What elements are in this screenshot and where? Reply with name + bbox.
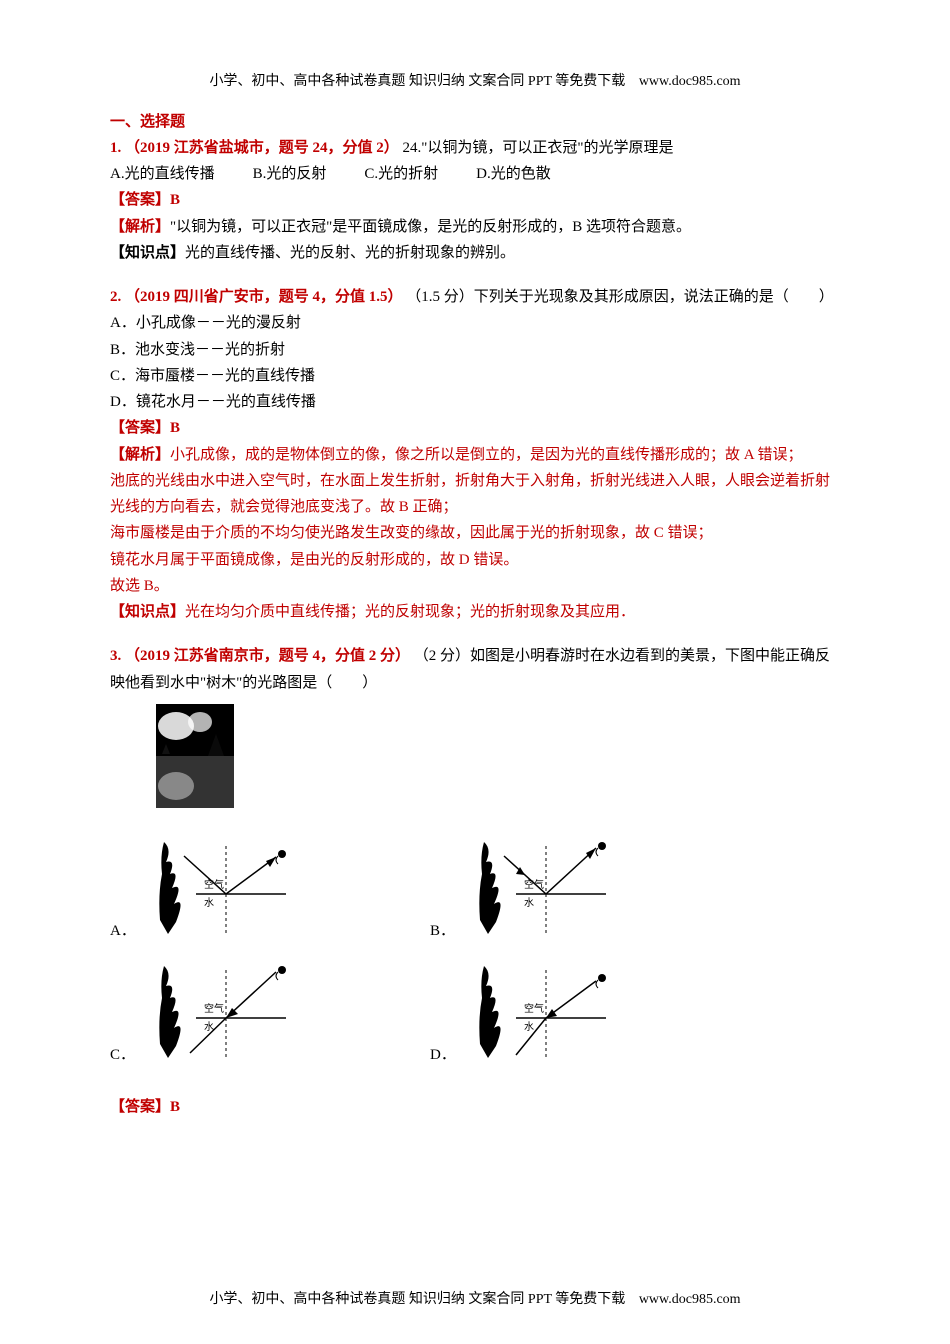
q1-opt-d: D.光的色散 bbox=[476, 161, 551, 187]
q3-prefix: 3. （2019 江苏省南京市，题号 4，分值 2 分） bbox=[110, 648, 410, 664]
section-title: 一、选择题 bbox=[110, 109, 840, 135]
q1-opt-a: A.光的直线传播 bbox=[110, 161, 215, 187]
svg-text:水: 水 bbox=[204, 1021, 214, 1033]
q2-kp-label: 【知识点】 bbox=[110, 604, 185, 620]
svg-text:空气: 空气 bbox=[204, 878, 224, 891]
q1-opt-c: C.光的折射 bbox=[364, 161, 438, 187]
q3-letter-a: A． bbox=[110, 918, 156, 944]
svg-text:空气: 空气 bbox=[524, 1002, 544, 1015]
svg-text:空气: 空气 bbox=[524, 878, 544, 891]
q2-prefix: 2. （2019 四川省广安市，题号 4，分值 1.5） bbox=[110, 289, 403, 305]
q2-answer-val: B bbox=[170, 420, 180, 436]
q1-answer-val: B bbox=[170, 192, 180, 208]
ray-diagram-a: 空气 水 bbox=[156, 834, 296, 944]
footer-text: 小学、初中、高中各种试卷真题 知识归纳 文案合同 PPT 等免费下载 bbox=[209, 1292, 625, 1307]
svg-text:空气: 空气 bbox=[204, 1002, 224, 1015]
svg-text:水: 水 bbox=[524, 1021, 534, 1033]
q1-options: A.光的直线传播 B.光的反射 C.光的折射 D.光的色散 bbox=[110, 161, 840, 187]
q1-analysis: "以铜为镜，可以正衣冠"是平面镜成像，是光的反射形成的，B 选项符合题意。 bbox=[170, 219, 691, 235]
q2-analysis-0: 小孔成像，成的是物体倒立的像，像之所以是倒立的，是因为光的直线传播形成的；故 A… bbox=[170, 447, 803, 463]
question-1: 1. （2019 江苏省盐城市，题号 24，分值 2） 24."以铜为镜，可以正… bbox=[110, 135, 840, 266]
header-line: 小学、初中、高中各种试卷真题 知识归纳 文案合同 PPT 等免费下载 www.d… bbox=[110, 70, 840, 95]
ray-diagram-d: 空气 水 bbox=[476, 958, 616, 1068]
q3-letter-d: D． bbox=[430, 1042, 476, 1068]
q2-body: （1.5 分）下列关于光现象及其形成原因，说法正确的是（ ） bbox=[406, 289, 834, 305]
footer-line: 小学、初中、高中各种试卷真题 知识归纳 文案合同 PPT 等免费下载 www.d… bbox=[0, 1288, 950, 1313]
q2-analysis-4: 故选 B。 bbox=[110, 573, 840, 599]
q2-opt-b: B．池水变浅－－光的折射 bbox=[110, 337, 840, 363]
q3-answer-val: B bbox=[170, 1099, 180, 1115]
scenery-thumb-icon bbox=[156, 704, 234, 808]
q2-analysis-label: 【解析】 bbox=[110, 447, 170, 463]
question-3: 3. （2019 江苏省南京市，题号 4，分值 2 分） （2 分）如图是小明春… bbox=[110, 643, 840, 1120]
footer-link: www.doc985.com bbox=[639, 1292, 741, 1307]
q2-analysis-3: 镜花水月属于平面镜成像，是由光的反射形成的，故 D 错误。 bbox=[110, 547, 840, 573]
ray-diagram-b: 空气 水 bbox=[476, 834, 616, 944]
q1-body: 24."以铜为镜，可以正衣冠"的光学原理是 bbox=[403, 140, 674, 156]
ray-diagram-c: 空气 水 bbox=[156, 958, 296, 1068]
q1-opt-b: B.光的反射 bbox=[253, 161, 327, 187]
svg-text:水: 水 bbox=[524, 897, 534, 909]
q1-analysis-label: 【解析】 bbox=[110, 219, 170, 235]
header-text: 小学、初中、高中各种试卷真题 知识归纳 文案合同 PPT 等免费下载 bbox=[209, 74, 625, 89]
q1-kp: 光的直线传播、光的反射、光的折射现象的辨别。 bbox=[185, 245, 515, 261]
q3-letter-c: C． bbox=[110, 1042, 156, 1068]
header-link: www.doc985.com bbox=[639, 74, 741, 89]
question-2: 2. （2019 四川省广安市，题号 4，分值 1.5） （1.5 分）下列关于… bbox=[110, 284, 840, 625]
svg-text:水: 水 bbox=[204, 897, 214, 909]
q2-analysis-2: 海市蜃楼是由于介质的不均匀使光路发生改变的缘故，因此属于光的折射现象，故 C 错… bbox=[110, 520, 840, 546]
q1-prefix: 1. （2019 江苏省盐城市，题号 24，分值 2） bbox=[110, 140, 399, 156]
q3-answer-label: 【答案】 bbox=[110, 1099, 170, 1115]
q1-answer-label: 【答案】 bbox=[110, 192, 170, 208]
q1-kp-label: 【知识点】 bbox=[110, 245, 185, 261]
q2-analysis-1: 池底的光线由水中进入空气时，在水面上发生折射，折射角大于入射角，折射光线进入人眼… bbox=[110, 468, 840, 521]
q2-opt-d: D．镜花水月－－光的直线传播 bbox=[110, 389, 840, 415]
q2-answer-label: 【答案】 bbox=[110, 420, 170, 436]
q2-opt-c: C．海市蜃楼－－光的直线传播 bbox=[110, 363, 840, 389]
q2-opt-a: A．小孔成像－－光的漫反射 bbox=[110, 310, 840, 336]
q3-letter-b: B． bbox=[430, 918, 476, 944]
q2-kp: 光在均匀介质中直线传播；光的反射现象；光的折射现象及其应用． bbox=[185, 604, 635, 620]
